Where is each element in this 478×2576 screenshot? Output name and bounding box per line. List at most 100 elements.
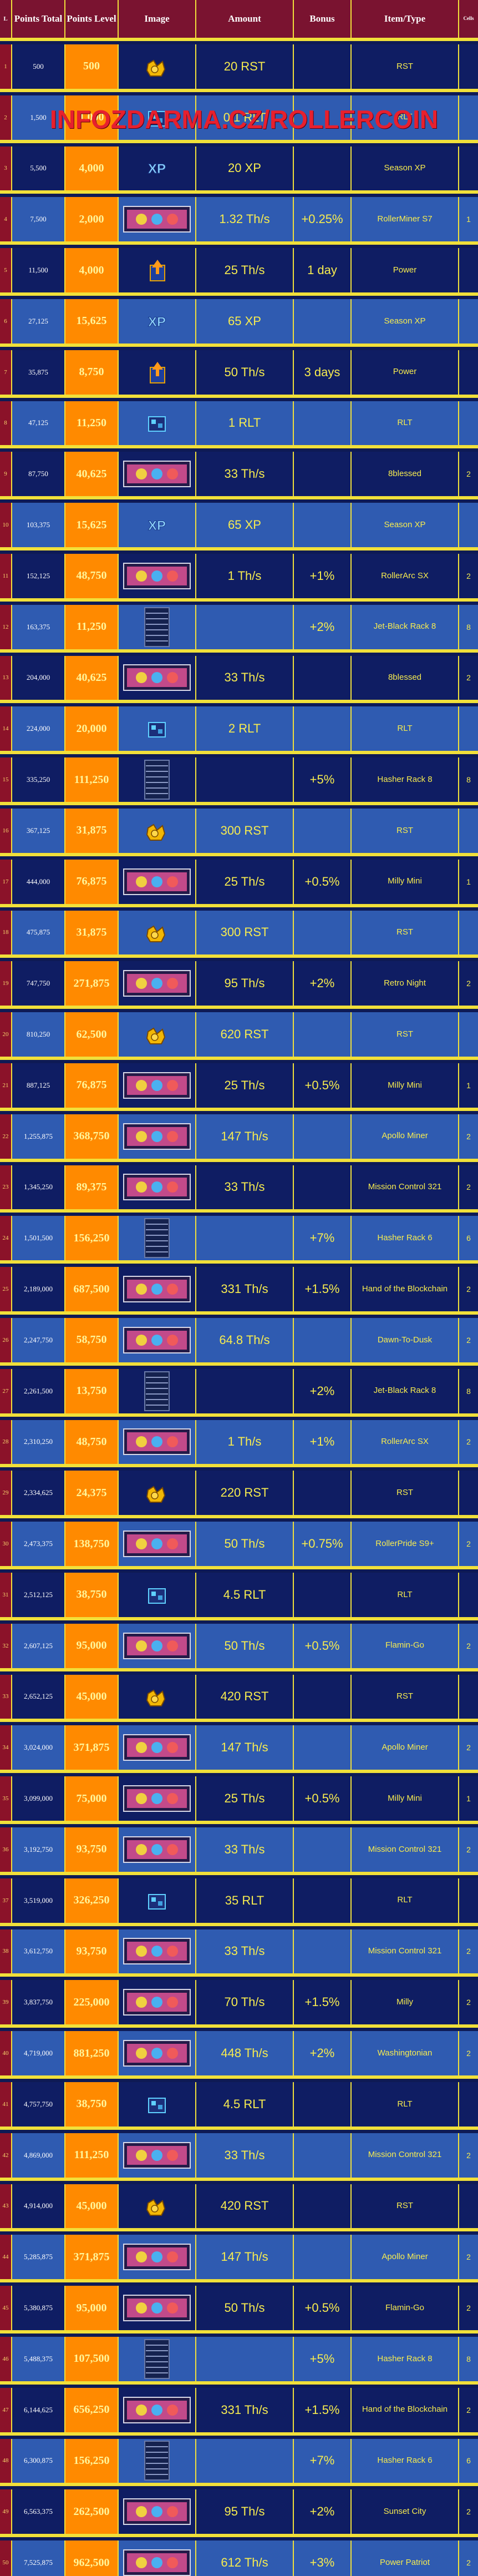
item-type: RST — [352, 1471, 459, 1516]
cells — [459, 2184, 478, 2229]
item-image — [119, 1012, 196, 1057]
table-row: 37 3,519,000 326,250 35 RLT RLT — [0, 1878, 478, 1926]
amount: 20 RST — [196, 44, 294, 89]
item-type: Milly Mini — [352, 859, 459, 904]
amount: 64.8 Th/s — [196, 1318, 294, 1362]
table-row: 1 500 500 20 RST RST — [0, 44, 478, 92]
points-level: 45,000 — [65, 2184, 119, 2229]
row-index: 3 — [0, 146, 12, 191]
cells: 6 — [466, 2456, 471, 2466]
table-row: 44 5,285,875 371,875 147 Th/s Apollo Miner 2 — [0, 2235, 478, 2283]
points-total: 204,000 — [12, 655, 65, 700]
rst-coin-icon — [146, 824, 166, 841]
cells: 8 — [466, 775, 471, 785]
svg-text:XP: XP — [148, 315, 166, 330]
rack-icon — [144, 2338, 170, 2379]
item-type: Power Patriot — [352, 2540, 459, 2576]
points-level: 45,000 — [65, 1674, 119, 1719]
points-total: 7,525,875 — [12, 2540, 65, 2576]
item-image — [119, 1471, 196, 1516]
amount: 33 Th/s — [196, 1827, 294, 1872]
cells: 1 — [466, 1794, 471, 1804]
points-total: 1,501,500 — [12, 1216, 65, 1261]
row-index: 39 — [0, 1980, 12, 2025]
xp-badge-icon: XP — [148, 518, 166, 534]
points-total: 2,607,125 — [12, 1623, 65, 1668]
amount: 33 Th/s — [196, 2133, 294, 2178]
cells — [459, 809, 478, 853]
bonus: +1% — [294, 554, 352, 598]
power-boost-icon — [150, 361, 165, 383]
item-type: Milly — [352, 1980, 459, 2025]
points-level: 881,250 — [65, 2031, 119, 2075]
item-type: RollerPride S9+ — [352, 1522, 459, 1566]
points-total: 2,512,125 — [12, 1573, 65, 1617]
cells: 2 — [466, 469, 471, 479]
row-index: 13 — [0, 655, 12, 700]
points-level: 371,875 — [65, 2235, 119, 2280]
row-index: 38 — [0, 1929, 12, 1974]
rst-coin-icon — [146, 1690, 166, 1707]
table-row: 9 87,750 40,625 33 Th/s 8blessed 2 — [0, 452, 478, 500]
amount: 448 Th/s — [196, 2031, 294, 2075]
row-index: 36 — [0, 1827, 12, 1872]
points-level: 93,750 — [65, 1827, 119, 1872]
cells — [459, 401, 478, 446]
row-index: 42 — [0, 2133, 12, 2178]
item-image — [119, 1929, 196, 1974]
miner-icon — [123, 970, 191, 997]
points-total: 152,125 — [12, 554, 65, 598]
points-level: 76,875 — [65, 859, 119, 904]
header-cells: Cells — [463, 16, 474, 22]
row-index: 5 — [0, 248, 12, 292]
item-image — [119, 197, 196, 242]
row-index: 33 — [0, 1674, 12, 1719]
bonus: +1.5% — [294, 2387, 352, 2432]
points-total: 6,300,875 — [12, 2438, 65, 2483]
amount: 65 XP — [196, 299, 294, 344]
row-index: 10 — [0, 503, 12, 547]
rlt-token-icon — [148, 1588, 166, 1604]
bonus: 1 day — [294, 248, 352, 292]
bonus — [294, 452, 352, 497]
table-row: 10 103,375 15,625 XP 65 XP Season XP — [0, 503, 478, 550]
item-type: Hasher Rack 8 — [352, 2337, 459, 2381]
rlt-token-icon — [148, 1893, 166, 1910]
miner-icon — [123, 1938, 191, 1965]
item-image — [119, 2489, 196, 2534]
bonus: +2% — [294, 2031, 352, 2075]
points-level: 500 — [65, 44, 119, 89]
item-image — [119, 1063, 196, 1108]
points-total: 2,334,625 — [12, 1471, 65, 1516]
item-type: RollerArc SX — [352, 554, 459, 598]
item-image — [119, 655, 196, 700]
amount — [196, 2438, 294, 2483]
table-row: 26 2,247,750 58,750 64.8 Th/s Dawn-To-Dusk 2 — [0, 1318, 478, 1366]
svg-text:XP: XP — [148, 518, 166, 533]
cells: 2 — [466, 1743, 471, 1752]
item-image — [119, 401, 196, 446]
points-level: 93,750 — [65, 1929, 119, 1974]
item-type: Hasher Rack 8 — [352, 757, 459, 802]
row-index: 2 — [0, 95, 12, 140]
item-image — [119, 1573, 196, 1617]
table-row: 48 6,300,875 156,250 +7% Hasher Rack 6 6 — [0, 2438, 478, 2487]
item-image — [119, 2133, 196, 2178]
item-image — [119, 554, 196, 598]
table-row: 28 2,310,250 48,750 1 Th/s +1% RollerArc SX 2 — [0, 1420, 478, 1468]
table-row: 17 444,000 76,875 25 Th/s +0.5% Milly Mini 1 — [0, 859, 478, 907]
cells: 2 — [466, 2252, 471, 2262]
item-image: XP — [119, 299, 196, 344]
row-index: 14 — [0, 706, 12, 751]
table-row: 24 1,501,500 156,250 +7% Hasher Rack 6 6 — [0, 1216, 478, 1264]
miner-icon — [123, 461, 191, 488]
bonus — [294, 2235, 352, 2280]
row-index: 41 — [0, 2082, 12, 2127]
bonus — [294, 1674, 352, 1719]
cells: 2 — [466, 979, 471, 988]
points-total: 35,875 — [12, 350, 65, 395]
item-type: 8blessed — [352, 452, 459, 497]
points-total: 444,000 — [12, 859, 65, 904]
points-total: 4,719,000 — [12, 2031, 65, 2075]
miner-icon — [123, 2040, 191, 2067]
